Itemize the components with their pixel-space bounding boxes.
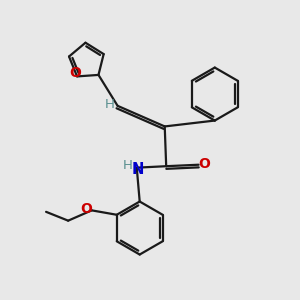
Text: O: O — [70, 66, 82, 80]
Text: N: N — [131, 162, 143, 177]
Text: H: H — [104, 98, 114, 111]
Text: O: O — [80, 202, 92, 216]
Text: H: H — [122, 159, 132, 172]
Text: O: O — [199, 157, 210, 171]
